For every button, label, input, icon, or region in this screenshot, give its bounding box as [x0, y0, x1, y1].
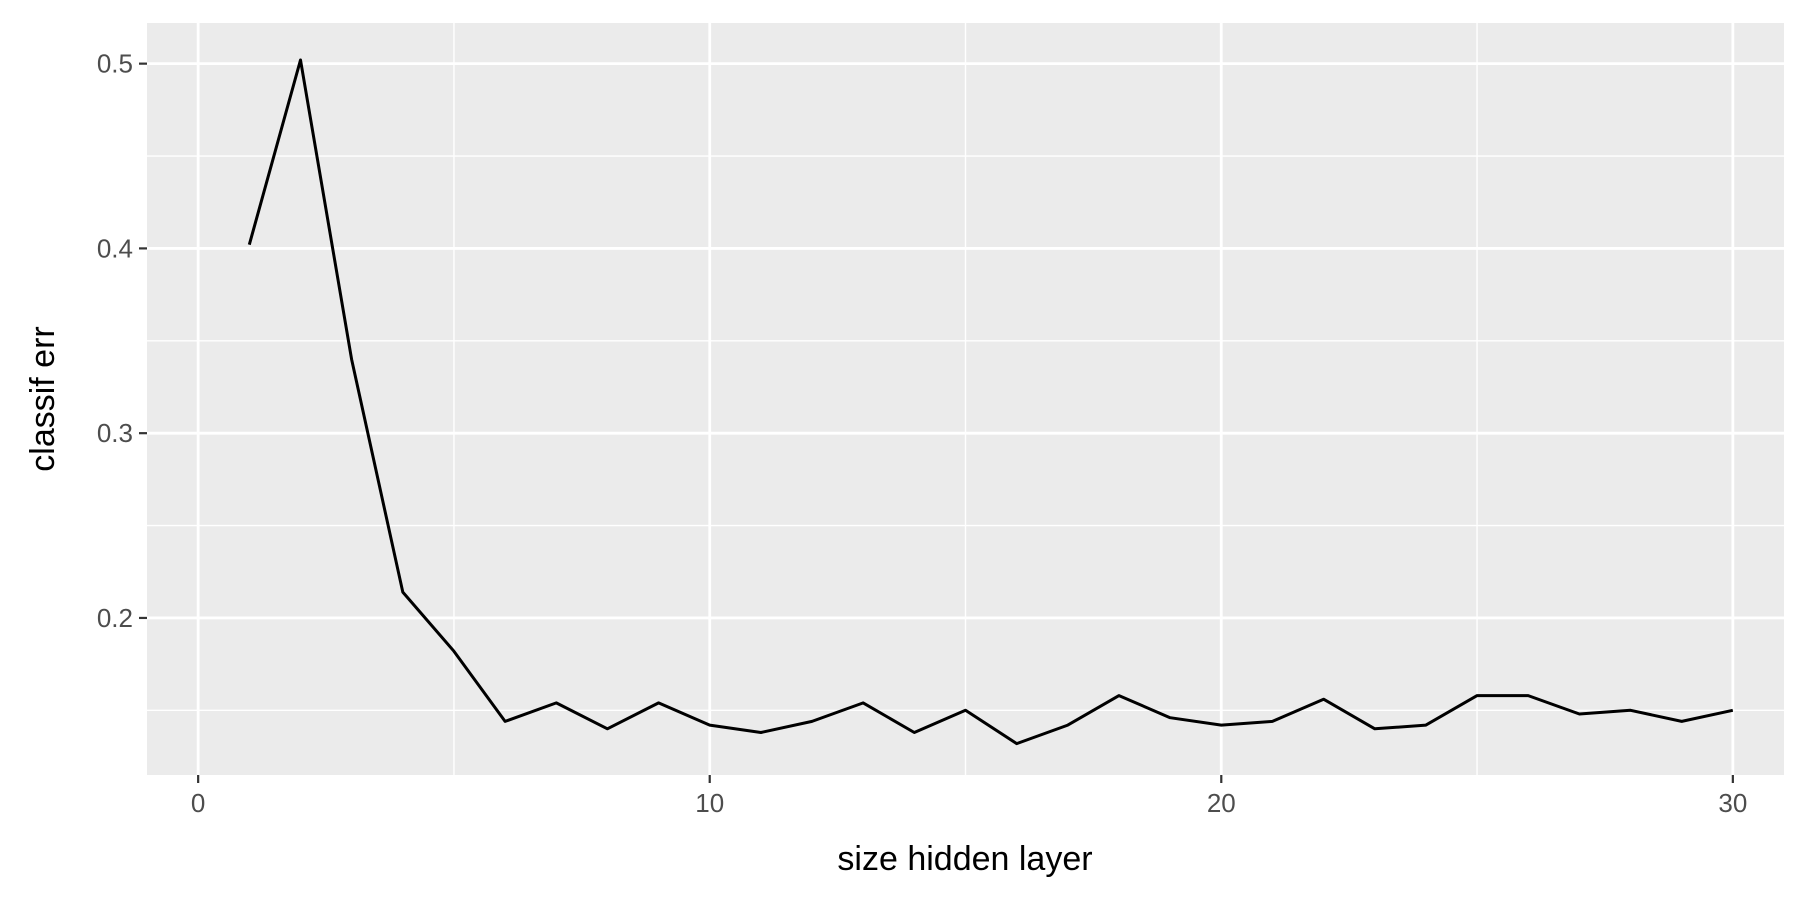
x-tick-label: 10 [695, 788, 724, 818]
x-tick-label: 0 [191, 788, 205, 818]
x-axis: 0 10 20 30 [191, 775, 1747, 818]
y-tick-label: 0.2 [97, 603, 133, 633]
x-axis-title: size hidden layer [837, 840, 1092, 878]
y-tick-label: 0.3 [97, 418, 133, 448]
grid-major [147, 23, 1784, 775]
y-axis-title: classif err [24, 326, 62, 471]
y-axis: 0.2 0.3 0.4 0.5 [97, 49, 147, 633]
series-layer [247, 58, 1734, 746]
y-tick-label: 0.4 [97, 233, 133, 263]
x-tick-label: 30 [1718, 788, 1747, 818]
y-tick-label: 0.5 [97, 49, 133, 79]
x-tick-label: 20 [1207, 788, 1236, 818]
series-line [247, 58, 1734, 746]
